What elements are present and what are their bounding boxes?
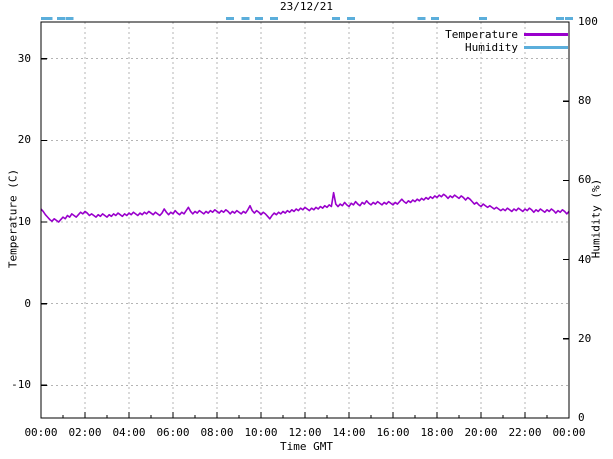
x-axis-tick-label: 16:00 [376, 426, 410, 439]
x-axis-tick-label: 00:00 [24, 426, 58, 439]
y-axis-left-tick-label: 10 [17, 215, 31, 229]
x-axis-tick-label: 18:00 [420, 426, 454, 439]
humidity-top-marks [41, 17, 573, 20]
y-axis-right-tick-label: 40 [578, 252, 592, 266]
chart-title: 23/12/21 [280, 0, 333, 13]
axis-ticks [40, 21, 570, 419]
y-axis-right-tick-label: 60 [578, 173, 592, 187]
y-axis-right-tick-label: 20 [578, 331, 592, 345]
x-axis-tick-label: 00:00 [552, 426, 586, 439]
y-axis-left-tick-label: 30 [17, 51, 31, 65]
series-line-temperature [41, 191, 569, 223]
gridlines [41, 22, 569, 418]
x-axis-tick-label: 02:00 [68, 426, 102, 439]
legend-label-temperature: Temperature [445, 28, 518, 41]
x-axis-tick-label: 10:00 [244, 426, 278, 439]
x-axis-title: Time GMT [280, 440, 333, 453]
y-axis-left-tick-label: 20 [17, 133, 31, 147]
legend-swatch-humidity [524, 46, 568, 49]
legend-swatch-temperature [524, 33, 568, 36]
x-axis-tick-label: 12:00 [288, 426, 322, 439]
x-axis-tick-label: 14:00 [332, 426, 366, 439]
x-axis-tick-label: 20:00 [464, 426, 498, 439]
y-axis-left-tick-label: 0 [24, 296, 31, 310]
x-axis-tick-label: 08:00 [200, 426, 234, 439]
legend-label-humidity: Humidity [465, 41, 518, 54]
x-axis-tick-label: 22:00 [508, 426, 542, 439]
y-axis-right-tick-label: 100 [578, 15, 598, 28]
data-series-group [41, 191, 569, 223]
x-axis-tick-label: 04:00 [112, 426, 146, 439]
x-axis-tick-label: 06:00 [156, 426, 190, 439]
y-axis-right-tick-label: 0 [578, 411, 585, 424]
y-axis-right-tick-label: 80 [578, 94, 592, 108]
y-axis-left-tick-label: -10 [11, 378, 31, 392]
